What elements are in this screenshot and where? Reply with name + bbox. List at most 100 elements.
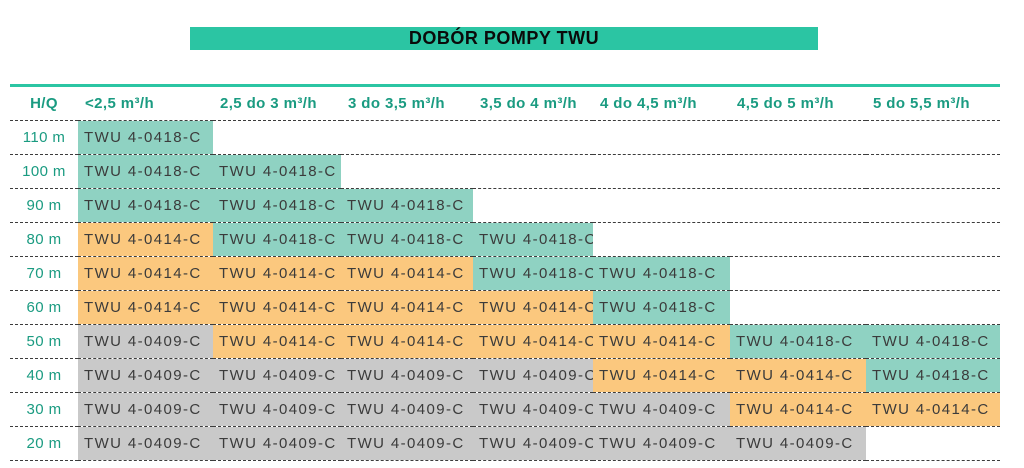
pump-cell: TWU 4-0414-C (593, 358, 730, 393)
pump-cell: TWU 4-0418-C (473, 222, 593, 257)
empty-cell (473, 188, 593, 223)
empty-cell (866, 120, 1000, 155)
row-label: 40 m (10, 358, 78, 393)
pump-cell: TWU 4-0418-C (213, 154, 341, 189)
empty-cell (730, 256, 866, 291)
empty-cell (473, 120, 593, 155)
pump-cell: TWU 4-0418-C (473, 256, 593, 291)
pump-cell: TWU 4-0409-C (78, 358, 213, 393)
row-label: 100 m (10, 154, 78, 189)
pump-cell: TWU 4-0418-C (341, 222, 473, 257)
table-row: 110 m TWU 4-0418-C (10, 120, 1000, 155)
pump-cell: TWU 4-0414-C (78, 290, 213, 325)
page-title: DOBÓR POMPY TWU (408, 28, 600, 48)
pump-cell: TWU 4-0418-C (213, 188, 341, 223)
pump-cell: TWU 4-0414-C (341, 324, 473, 359)
table-row: 60 m TWU 4-0414-C TWU 4-0414-C TWU 4-0414-C… (10, 290, 1000, 325)
pump-cell: TWU 4-0414-C (213, 324, 341, 359)
pump-cell: TWU 4-0409-C (473, 392, 593, 427)
pump-cell: TWU 4-0409-C (213, 358, 341, 393)
pump-cell: TWU 4-0414-C (213, 290, 341, 325)
row-label: 90 m (10, 188, 78, 223)
pump-cell: TWU 4-0414-C (473, 290, 593, 325)
empty-cell (213, 120, 341, 155)
pump-cell: TWU 4-0414-C (341, 256, 473, 291)
pump-cell: TWU 4-0409-C (341, 426, 473, 461)
row-label: 30 m (10, 392, 78, 427)
row-label: 20 m (10, 426, 78, 461)
empty-cell (866, 290, 1000, 325)
pump-cell: TWU 4-0409-C (593, 426, 730, 461)
pump-cell: TWU 4-0414-C (593, 324, 730, 359)
column-header: 5 do 5,5 m³/h (866, 85, 1000, 121)
column-header: 3 do 3,5 m³/h (341, 85, 473, 121)
pump-cell: TWU 4-0418-C (78, 120, 213, 155)
pump-cell: TWU 4-0418-C (866, 324, 1000, 359)
empty-cell (730, 188, 866, 223)
pump-cell: TWU 4-0418-C (593, 290, 730, 325)
pump-cell: TWU 4-0414-C (730, 392, 866, 427)
empty-cell (341, 120, 473, 155)
column-header: <2,5 m³/h (78, 85, 213, 121)
pump-cell: TWU 4-0414-C (866, 392, 1000, 427)
pump-cell: TWU 4-0414-C (473, 324, 593, 359)
pump-cell: TWU 4-0418-C (866, 358, 1000, 393)
table-body: 110 m TWU 4-0418-C 100 m TWU 4-0418-C TWU 4-… (10, 120, 1000, 461)
header-row: H/Q <2,5 m³/h 2,5 do 3 m³/h 3 do 3,5 m³/h 3… (10, 85, 1000, 121)
pump-cell: TWU 4-0409-C (213, 426, 341, 461)
title-bar: DOBÓR POMPY TWU (190, 27, 818, 50)
column-header: 2,5 do 3 m³/h (213, 85, 341, 121)
empty-cell (730, 120, 866, 155)
pump-cell: TWU 4-0414-C (341, 290, 473, 325)
corner-header: H/Q (10, 85, 78, 121)
column-header: 3,5 do 4 m³/h (473, 85, 593, 121)
row-label: 50 m (10, 324, 78, 359)
empty-cell (593, 120, 730, 155)
empty-cell (866, 188, 1000, 223)
pump-cell: TWU 4-0418-C (213, 222, 341, 257)
pump-cell: TWU 4-0418-C (78, 188, 213, 223)
empty-cell (730, 290, 866, 325)
pump-cell: TWU 4-0414-C (78, 222, 213, 257)
table-row: 90 m TWU 4-0418-C TWU 4-0418-C TWU 4-0418-C (10, 188, 1000, 223)
pump-cell: TWU 4-0409-C (341, 392, 473, 427)
empty-cell (341, 154, 473, 189)
empty-cell (866, 154, 1000, 189)
row-label: 60 m (10, 290, 78, 325)
empty-cell (866, 256, 1000, 291)
pump-cell: TWU 4-0418-C (593, 256, 730, 291)
pump-cell: TWU 4-0414-C (213, 256, 341, 291)
pump-cell: TWU 4-0414-C (730, 358, 866, 393)
table-row: 30 m TWU 4-0409-C TWU 4-0409-C TWU 4-0409-C… (10, 392, 1000, 427)
pump-cell: TWU 4-0409-C (78, 392, 213, 427)
pump-cell: TWU 4-0409-C (78, 426, 213, 461)
empty-cell (730, 222, 866, 257)
table-row: 20 m TWU 4-0409-C TWU 4-0409-C TWU 4-0409-C… (10, 426, 1000, 461)
empty-cell (866, 222, 1000, 257)
column-header: 4 do 4,5 m³/h (593, 85, 730, 121)
pump-cell: TWU 4-0409-C (473, 358, 593, 393)
table-row: 50 m TWU 4-0409-C TWU 4-0414-C TWU 4-0414-C… (10, 324, 1000, 359)
pump-cell: TWU 4-0418-C (341, 188, 473, 223)
pump-cell: TWU 4-0414-C (78, 256, 213, 291)
empty-cell (866, 426, 1000, 461)
empty-cell (593, 222, 730, 257)
empty-cell (473, 154, 593, 189)
table-row: 70 m TWU 4-0414-C TWU 4-0414-C TWU 4-0414-C… (10, 256, 1000, 291)
pump-cell: TWU 4-0409-C (593, 392, 730, 427)
row-label: 80 m (10, 222, 78, 257)
row-label: 70 m (10, 256, 78, 291)
pump-cell: TWU 4-0409-C (213, 392, 341, 427)
pump-cell: TWU 4-0409-C (730, 426, 866, 461)
empty-cell (593, 154, 730, 189)
table-row: 40 m TWU 4-0409-C TWU 4-0409-C TWU 4-0409-C… (10, 358, 1000, 393)
pump-cell: TWU 4-0409-C (473, 426, 593, 461)
pump-cell: TWU 4-0409-C (341, 358, 473, 393)
row-label: 110 m (10, 120, 78, 155)
table-row: 100 m TWU 4-0418-C TWU 4-0418-C (10, 154, 1000, 189)
pump-cell: TWU 4-0418-C (730, 324, 866, 359)
pump-cell: TWU 4-0418-C (78, 154, 213, 189)
column-header: 4,5 do 5 m³/h (730, 85, 866, 121)
pump-selection-table: H/Q <2,5 m³/h 2,5 do 3 m³/h 3 do 3,5 m³/h 3… (10, 84, 1000, 461)
